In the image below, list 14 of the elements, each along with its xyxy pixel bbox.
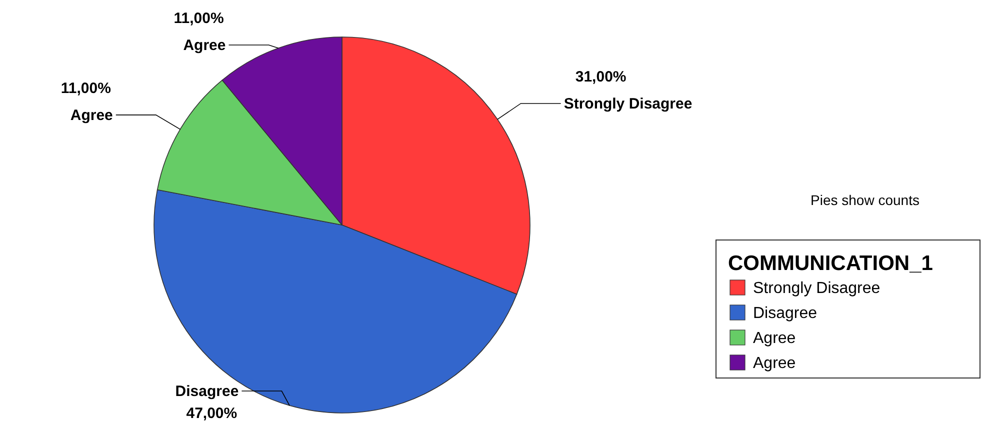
legend-label: Agree [753, 355, 796, 372]
legend-label: Strongly Disagree [753, 280, 880, 297]
slice-label: Agree [183, 37, 226, 54]
legend-label: Agree [753, 330, 796, 347]
data-label: 31,00% [575, 68, 626, 86]
data-label: 11,00% [174, 10, 224, 27]
data-label: 47,00% [186, 405, 238, 422]
data-label: 11,00% [60, 80, 111, 97]
slice-label: Disagree [175, 383, 239, 400]
slice-label: Agree [70, 106, 113, 124]
legend-title: COMMUNICATION_1 [728, 252, 934, 275]
slice-label: Strongly Disagree [564, 95, 692, 112]
text: Pies show counts [810, 192, 920, 208]
legend-label: Disagree [753, 305, 818, 322]
